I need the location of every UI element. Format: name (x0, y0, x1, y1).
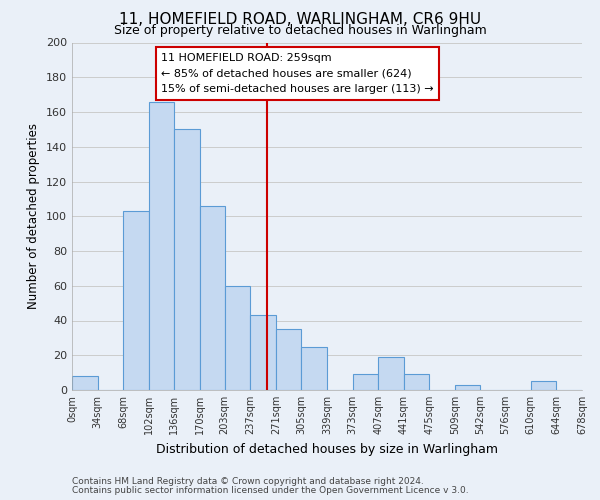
Bar (404, 374, 430, 390)
Bar (455, 385, 479, 390)
Bar (250, 316, 276, 390)
Bar (123, 211, 149, 390)
Bar (200, 206, 224, 390)
Bar (224, 286, 250, 390)
Text: Contains HM Land Registry data © Crown copyright and database right 2024.: Contains HM Land Registry data © Crown c… (72, 477, 424, 486)
X-axis label: Distribution of detached houses by size in Warlingham: Distribution of detached houses by size … (156, 442, 498, 456)
Bar (531, 382, 556, 390)
Bar (175, 130, 200, 390)
Text: Contains public sector information licensed under the Open Government Licence v : Contains public sector information licen… (72, 486, 469, 495)
Text: 11 HOMEFIELD ROAD: 259sqm
← 85% of detached houses are smaller (624)
15% of semi: 11 HOMEFIELD ROAD: 259sqm ← 85% of detac… (161, 53, 434, 94)
Y-axis label: Number of detached properties: Number of detached properties (28, 123, 40, 309)
Text: 11, HOMEFIELD ROAD, WARLINGHAM, CR6 9HU: 11, HOMEFIELD ROAD, WARLINGHAM, CR6 9HU (119, 12, 481, 27)
Bar (353, 374, 378, 390)
Text: Size of property relative to detached houses in Warlingham: Size of property relative to detached ho… (113, 24, 487, 37)
Bar (301, 346, 327, 390)
Bar (72, 376, 98, 390)
Bar (276, 329, 301, 390)
Bar (149, 102, 175, 390)
Bar (378, 357, 404, 390)
